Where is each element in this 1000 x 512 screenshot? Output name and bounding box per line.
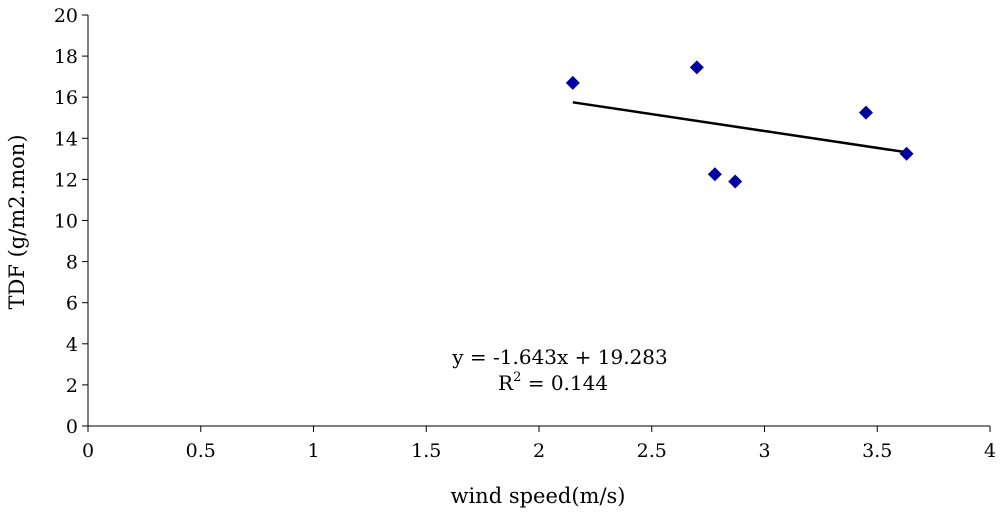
trendline-equation: y = -1.643x + 19.283 (451, 345, 668, 369)
x-tick-label: 0.5 (186, 440, 216, 462)
r-squared-superscript: 2 (513, 370, 521, 385)
axes: 0 2 4 6 8 10 12 14 16 18 20 0 0.5 1 1.5 2 2.5 3 3.5 4 (54, 5, 996, 462)
trendline (572, 101, 907, 154)
x-tick-label: 3 (758, 440, 770, 462)
y-tick-label: 2 (66, 375, 78, 397)
x-tick-label: 2 (533, 440, 545, 462)
y-tick-label: 12 (54, 169, 78, 191)
y-tick-label: 20 (54, 5, 78, 27)
y-tick-label: 6 (66, 293, 78, 315)
data-points (565, 60, 914, 189)
y-tick-label: 18 (54, 46, 78, 68)
r-squared-value: = 0.144 (521, 371, 608, 395)
x-axis-title: wind speed(m/s) (450, 484, 625, 508)
data-point-marker (565, 75, 580, 90)
y-tick-label: 16 (54, 87, 78, 109)
x-tick-label: 4 (984, 440, 996, 462)
trendline-group (572, 101, 907, 154)
data-point-marker (707, 167, 722, 182)
x-tick-label: 0 (82, 440, 94, 462)
data-point-marker (858, 105, 873, 120)
r-squared-prefix: R (498, 371, 514, 395)
data-point-marker (899, 146, 914, 161)
y-tick-label: 4 (66, 334, 78, 356)
y-axis-title: TDF (g/m2.mon) (5, 134, 29, 309)
y-tick-label: 14 (54, 128, 78, 150)
y-tick-label: 10 (54, 211, 78, 233)
x-tick-label: 3.5 (862, 440, 892, 462)
x-tick-label: 2.5 (637, 440, 667, 462)
y-tick-label: 0 (66, 416, 78, 438)
data-point-marker (689, 60, 704, 75)
x-tick-label: 1 (307, 440, 319, 462)
r-squared-label: R2 = 0.144 (498, 370, 608, 395)
y-tick-label: 8 (66, 252, 78, 274)
x-tick-label: 1.5 (411, 440, 441, 462)
data-point-marker (728, 174, 743, 189)
